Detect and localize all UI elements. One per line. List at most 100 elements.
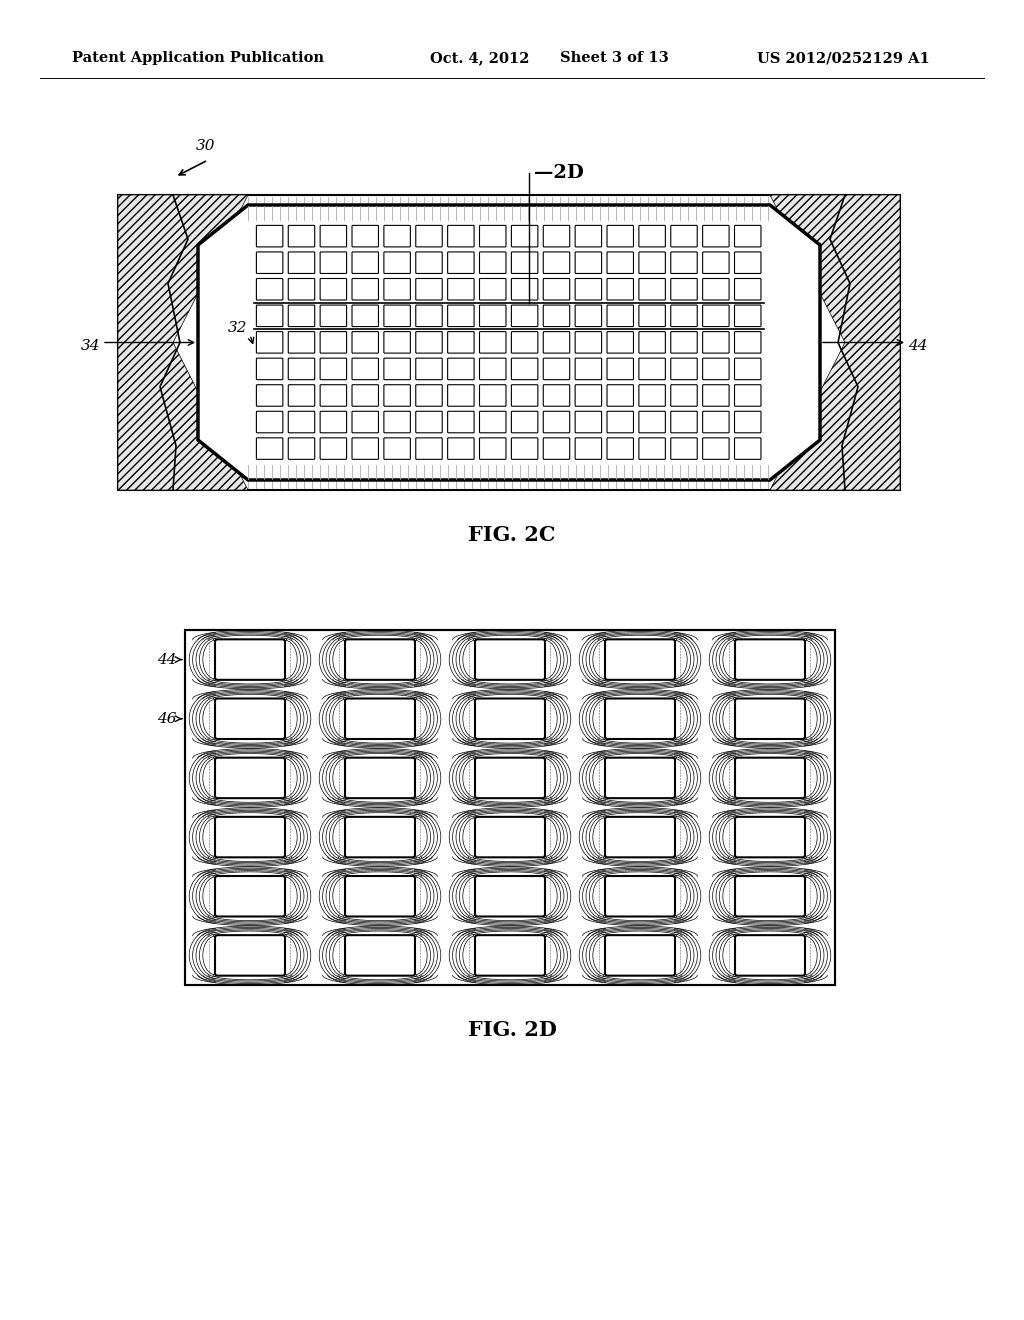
FancyBboxPatch shape: [639, 279, 666, 300]
FancyBboxPatch shape: [544, 331, 569, 354]
FancyBboxPatch shape: [289, 279, 314, 300]
FancyBboxPatch shape: [345, 817, 415, 857]
FancyBboxPatch shape: [352, 279, 379, 300]
FancyBboxPatch shape: [256, 279, 283, 300]
Text: 44: 44: [908, 339, 928, 354]
FancyBboxPatch shape: [289, 226, 314, 247]
FancyBboxPatch shape: [544, 438, 569, 459]
FancyBboxPatch shape: [321, 438, 346, 459]
FancyBboxPatch shape: [479, 226, 506, 247]
FancyBboxPatch shape: [511, 331, 538, 354]
FancyBboxPatch shape: [215, 698, 285, 739]
FancyBboxPatch shape: [416, 412, 442, 433]
FancyBboxPatch shape: [289, 331, 314, 354]
FancyBboxPatch shape: [321, 252, 346, 273]
Polygon shape: [118, 195, 248, 490]
FancyBboxPatch shape: [384, 279, 411, 300]
FancyBboxPatch shape: [639, 305, 666, 326]
FancyBboxPatch shape: [734, 252, 761, 273]
FancyBboxPatch shape: [447, 305, 474, 326]
FancyBboxPatch shape: [735, 639, 805, 680]
FancyBboxPatch shape: [575, 438, 602, 459]
FancyBboxPatch shape: [352, 412, 379, 433]
Text: Oct. 4, 2012: Oct. 4, 2012: [430, 51, 529, 65]
FancyBboxPatch shape: [607, 358, 634, 380]
FancyBboxPatch shape: [734, 226, 761, 247]
Polygon shape: [198, 205, 820, 480]
FancyBboxPatch shape: [479, 252, 506, 273]
FancyBboxPatch shape: [447, 226, 474, 247]
Text: FIG. 2D: FIG. 2D: [468, 1020, 556, 1040]
FancyBboxPatch shape: [605, 935, 675, 975]
FancyBboxPatch shape: [639, 412, 666, 433]
FancyBboxPatch shape: [671, 279, 697, 300]
FancyBboxPatch shape: [384, 226, 411, 247]
FancyBboxPatch shape: [345, 698, 415, 739]
FancyBboxPatch shape: [289, 252, 314, 273]
FancyBboxPatch shape: [416, 305, 442, 326]
FancyBboxPatch shape: [256, 438, 283, 459]
FancyBboxPatch shape: [544, 252, 569, 273]
FancyBboxPatch shape: [544, 305, 569, 326]
FancyBboxPatch shape: [639, 331, 666, 354]
FancyBboxPatch shape: [475, 698, 545, 739]
FancyBboxPatch shape: [475, 758, 545, 799]
FancyBboxPatch shape: [416, 358, 442, 380]
FancyBboxPatch shape: [289, 358, 314, 380]
FancyBboxPatch shape: [256, 384, 283, 407]
FancyBboxPatch shape: [607, 226, 634, 247]
FancyBboxPatch shape: [321, 226, 346, 247]
FancyBboxPatch shape: [605, 639, 675, 680]
FancyBboxPatch shape: [735, 758, 805, 799]
FancyBboxPatch shape: [575, 226, 602, 247]
Text: US 2012/0252129 A1: US 2012/0252129 A1: [758, 51, 930, 65]
FancyBboxPatch shape: [256, 358, 283, 380]
FancyBboxPatch shape: [384, 305, 411, 326]
FancyBboxPatch shape: [345, 639, 415, 680]
FancyBboxPatch shape: [352, 358, 379, 380]
FancyBboxPatch shape: [671, 438, 697, 459]
FancyBboxPatch shape: [479, 279, 506, 300]
FancyBboxPatch shape: [479, 331, 506, 354]
FancyBboxPatch shape: [256, 226, 283, 247]
FancyBboxPatch shape: [671, 331, 697, 354]
FancyBboxPatch shape: [215, 758, 285, 799]
FancyBboxPatch shape: [321, 384, 346, 407]
FancyBboxPatch shape: [544, 358, 569, 380]
FancyBboxPatch shape: [607, 438, 634, 459]
FancyBboxPatch shape: [575, 305, 602, 326]
FancyBboxPatch shape: [671, 305, 697, 326]
Text: Sheet 3 of 13: Sheet 3 of 13: [560, 51, 669, 65]
FancyBboxPatch shape: [575, 331, 602, 354]
FancyBboxPatch shape: [447, 358, 474, 380]
FancyBboxPatch shape: [352, 305, 379, 326]
FancyBboxPatch shape: [345, 876, 415, 916]
FancyBboxPatch shape: [671, 384, 697, 407]
FancyBboxPatch shape: [511, 226, 538, 247]
FancyBboxPatch shape: [639, 226, 666, 247]
FancyBboxPatch shape: [384, 358, 411, 380]
FancyBboxPatch shape: [321, 331, 346, 354]
FancyBboxPatch shape: [702, 412, 729, 433]
FancyBboxPatch shape: [734, 438, 761, 459]
FancyBboxPatch shape: [256, 305, 283, 326]
FancyBboxPatch shape: [475, 817, 545, 857]
FancyBboxPatch shape: [447, 331, 474, 354]
FancyBboxPatch shape: [416, 279, 442, 300]
FancyBboxPatch shape: [607, 384, 634, 407]
FancyBboxPatch shape: [447, 384, 474, 407]
FancyBboxPatch shape: [321, 279, 346, 300]
FancyBboxPatch shape: [639, 438, 666, 459]
FancyBboxPatch shape: [702, 384, 729, 407]
FancyBboxPatch shape: [475, 639, 545, 680]
FancyBboxPatch shape: [384, 412, 411, 433]
FancyBboxPatch shape: [639, 252, 666, 273]
FancyBboxPatch shape: [416, 331, 442, 354]
FancyBboxPatch shape: [215, 876, 285, 916]
FancyBboxPatch shape: [475, 876, 545, 916]
FancyBboxPatch shape: [639, 358, 666, 380]
FancyBboxPatch shape: [289, 412, 314, 433]
FancyBboxPatch shape: [384, 331, 411, 354]
FancyBboxPatch shape: [289, 438, 314, 459]
FancyBboxPatch shape: [735, 935, 805, 975]
